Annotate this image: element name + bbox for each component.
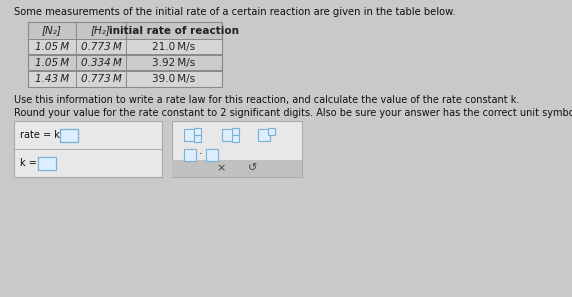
- Bar: [28, 22, 222, 39]
- Bar: [194, 128, 201, 135]
- Bar: [184, 149, 196, 161]
- Text: 1.05 M: 1.05 M: [35, 42, 69, 52]
- Text: ·: ·: [199, 148, 203, 162]
- Text: 0.334 M: 0.334 M: [81, 58, 121, 68]
- Bar: [28, 22, 222, 87]
- Text: 1.43 M: 1.43 M: [35, 74, 69, 84]
- Text: Some measurements of the initial rate of a certain reaction are given in the tab: Some measurements of the initial rate of…: [14, 7, 456, 17]
- Text: 0.773 M: 0.773 M: [81, 74, 121, 84]
- Text: initial rate of reaction: initial rate of reaction: [109, 26, 239, 36]
- Text: 3.92 M/s: 3.92 M/s: [152, 58, 196, 68]
- Bar: [28, 39, 222, 55]
- Text: ↺: ↺: [248, 164, 257, 173]
- Bar: [60, 129, 78, 141]
- Bar: [184, 129, 196, 141]
- Bar: [206, 149, 218, 161]
- Bar: [28, 55, 222, 71]
- Text: 0.773 M: 0.773 M: [81, 42, 121, 52]
- Bar: [194, 135, 201, 142]
- Bar: [28, 71, 222, 87]
- Bar: [258, 129, 270, 141]
- Bar: [14, 121, 162, 177]
- Text: [H₂]: [H₂]: [91, 26, 111, 36]
- Bar: [268, 128, 275, 135]
- Text: [N₂]: [N₂]: [42, 26, 62, 36]
- Bar: [172, 121, 302, 177]
- Bar: [38, 157, 56, 170]
- Text: ×: ×: [217, 164, 226, 173]
- Text: 1.05 M: 1.05 M: [35, 58, 69, 68]
- Text: 39.0 M/s: 39.0 M/s: [152, 74, 196, 84]
- Text: Round your value for the rate constant to 2 significant digits. Also be sure you: Round your value for the rate constant t…: [14, 108, 572, 118]
- Bar: [232, 128, 239, 135]
- Bar: [222, 129, 234, 141]
- Text: 21.0 M/s: 21.0 M/s: [152, 42, 196, 52]
- Text: rate = k: rate = k: [20, 130, 63, 140]
- Text: Use this information to write a rate law for this reaction, and calculate the va: Use this information to write a rate law…: [14, 95, 519, 105]
- Text: k =: k =: [20, 158, 40, 168]
- Bar: [172, 160, 302, 177]
- Bar: [232, 135, 239, 142]
